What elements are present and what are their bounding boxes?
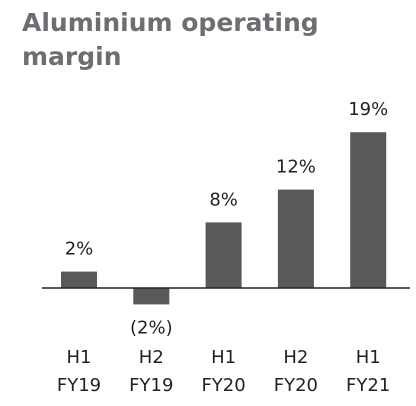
- value-label: (2%): [130, 317, 173, 338]
- value-label: 12%: [276, 157, 316, 178]
- bar: [350, 132, 387, 288]
- x-tick-label: H2 FY20: [273, 347, 319, 396]
- bar: [205, 222, 242, 288]
- value-label: 2%: [65, 239, 94, 260]
- bar: [61, 271, 97, 288]
- bar: [277, 189, 314, 288]
- value-label: 19%: [348, 99, 388, 120]
- chart-title: Aluminium operating margin: [22, 8, 319, 71]
- x-tick-label: H1 FY19: [56, 347, 102, 396]
- x-tick-label: H1 FY20: [201, 347, 246, 396]
- x-tick-label: H1 FY21: [346, 347, 391, 396]
- bar: [133, 288, 170, 305]
- value-label: 8%: [209, 189, 238, 210]
- x-tick-label: H2 FY19: [129, 347, 174, 396]
